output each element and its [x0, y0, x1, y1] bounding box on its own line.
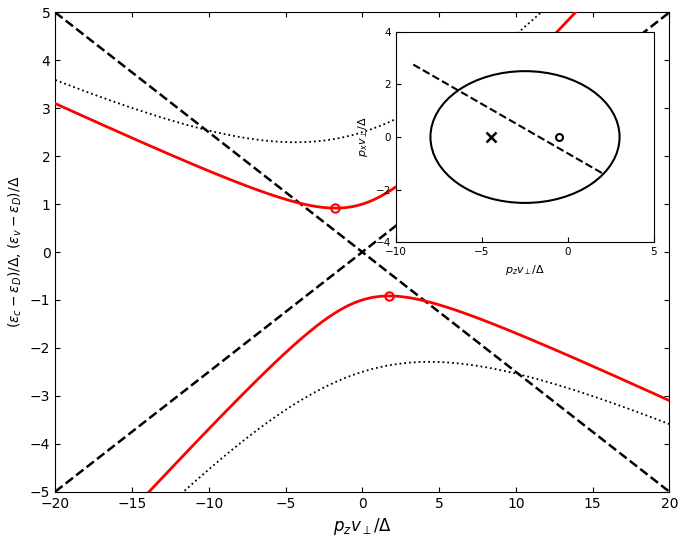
Y-axis label: $(\varepsilon_c-\varepsilon_D)/\Delta$, $(\varepsilon_v-\varepsilon_D)/\Delta$: $(\varepsilon_c-\varepsilon_D)/\Delta$, …: [7, 176, 25, 328]
X-axis label: $p_z v_\perp/\Delta$: $p_z v_\perp/\Delta$: [333, 516, 392, 537]
